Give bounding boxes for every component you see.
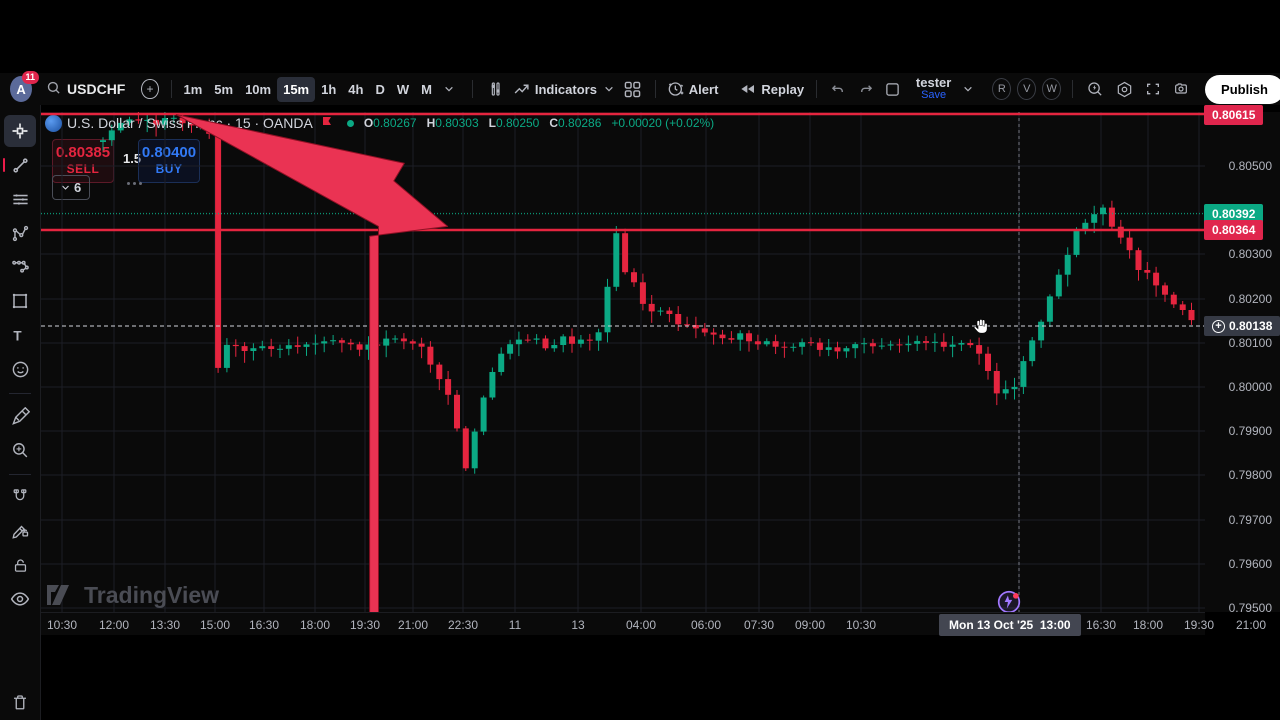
svg-text:T: T: [13, 328, 22, 343]
